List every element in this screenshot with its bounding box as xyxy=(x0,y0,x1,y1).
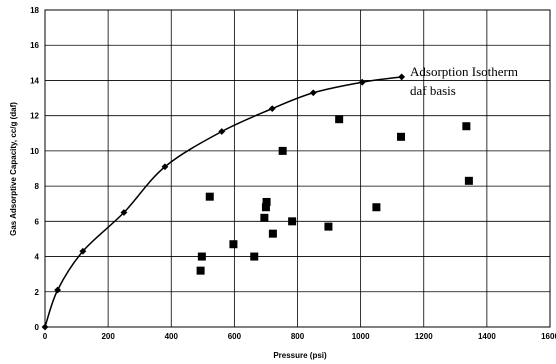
sample-point xyxy=(268,229,277,238)
x-axis-label: Pressure (psi) xyxy=(273,351,327,360)
sample-point xyxy=(260,213,269,222)
sample-point xyxy=(324,222,333,231)
sample-point xyxy=(262,197,271,206)
sample-point xyxy=(278,146,287,155)
sample-point xyxy=(196,266,205,275)
sample-point xyxy=(229,240,238,249)
isotherm-point xyxy=(54,286,62,294)
isotherm-point xyxy=(41,323,49,331)
plot-frame xyxy=(44,9,551,328)
x-tick-label: 800 xyxy=(291,332,305,341)
sample-point xyxy=(335,115,344,124)
y-tick-label: 10 xyxy=(30,147,39,156)
axes xyxy=(44,9,551,328)
y-tick-labels: 0 2 4 6 8 10 12 14 16 18 xyxy=(30,6,39,332)
isotherm-series xyxy=(41,73,406,331)
isotherm-point xyxy=(218,128,226,135)
y-tick-label: 4 xyxy=(35,253,40,262)
grid xyxy=(44,9,551,328)
sample-point xyxy=(288,217,297,226)
y-tick-label: 0 xyxy=(35,323,40,332)
isotherm-point xyxy=(268,105,276,113)
sample-point xyxy=(250,252,259,261)
isotherm-point xyxy=(120,209,128,216)
x-tick-label: 1400 xyxy=(478,332,496,341)
isotherm-point xyxy=(161,163,169,171)
y-tick-label: 2 xyxy=(35,288,40,297)
x-tick-label: 1600 xyxy=(541,332,556,341)
sample-point xyxy=(261,203,270,212)
sample-point xyxy=(462,122,471,131)
y-tick-label: 6 xyxy=(35,217,40,226)
x-tick-label: 400 xyxy=(165,332,179,341)
isotherm-point xyxy=(79,247,87,255)
y-tick-label: 18 xyxy=(30,6,39,15)
isotherm-line xyxy=(44,76,402,328)
y-tick-label: 16 xyxy=(30,41,39,50)
sample-point xyxy=(464,176,473,185)
annotation-line-1: Adsorption Isotherm xyxy=(410,64,518,79)
isotherm-point xyxy=(398,73,406,81)
x-tick-label: 600 xyxy=(228,332,242,341)
y-tick-label: 12 xyxy=(30,112,39,121)
x-tick-labels: 0 200 400 600 800 1000 1200 1400 1600 xyxy=(43,332,556,341)
sample-point xyxy=(372,203,381,212)
x-tick-label: 1000 xyxy=(352,332,370,341)
annotation-line-2: daf basis xyxy=(410,83,456,98)
isotherm-point xyxy=(309,89,317,97)
sample-point xyxy=(205,192,214,201)
isotherm-point xyxy=(358,78,366,86)
sample-series xyxy=(196,115,473,275)
x-tick-label: 1200 xyxy=(415,332,433,341)
sample-point xyxy=(197,252,206,261)
x-tick-label: 200 xyxy=(101,332,115,341)
y-tick-label: 8 xyxy=(35,182,40,191)
sample-point xyxy=(397,132,406,141)
y-axis-label: Gas Adsorptive Capacity, cc/g (daf) xyxy=(9,102,18,236)
y-tick-label: 14 xyxy=(30,76,39,85)
x-tick-label: 0 xyxy=(43,332,48,341)
